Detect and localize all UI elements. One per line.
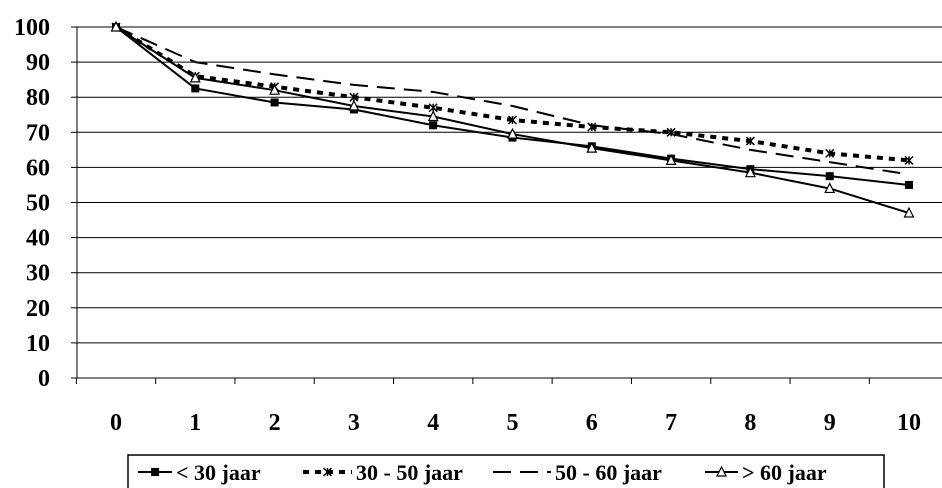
y-axis-ticks: 0 10 20 30 40 50 60 70 80 90 100 — [14, 15, 50, 392]
y-tick-label: 10 — [26, 331, 50, 357]
y-tick-label: 50 — [26, 191, 50, 217]
data-point-series-2 — [745, 136, 755, 146]
y-tick-label: 40 — [26, 226, 50, 252]
data-point-series-4 — [189, 71, 201, 83]
data-point-series-1 — [270, 98, 279, 107]
x-tick-label: 4 — [427, 410, 439, 436]
x-axis-ticks: 0 1 2 3 4 5 6 7 8 9 10 — [110, 410, 921, 436]
x-tick-label: 2 — [269, 410, 281, 436]
data-point-series-1 — [905, 180, 913, 189]
legend-label: < 30 jaar — [176, 460, 261, 485]
data-point-series-1 — [825, 172, 834, 181]
x-tick-label: 7 — [665, 410, 677, 436]
data-point-series-4 — [110, 20, 122, 32]
data-point-series-4 — [348, 99, 360, 111]
data-point-series-1 — [429, 121, 438, 130]
legend-label: > 60 jaar — [742, 460, 827, 485]
series-line-3 — [115, 26, 910, 176]
data-point-series-4 — [427, 110, 439, 122]
legend-marker — [716, 465, 727, 477]
data-point-series-4 — [665, 154, 677, 165]
x-tick-label: 9 — [824, 410, 836, 436]
y-tick-label: 20 — [26, 296, 50, 322]
data-point-series-4 — [507, 127, 518, 139]
series-markers — [110, 20, 915, 218]
data-point-series-4 — [824, 182, 836, 194]
data-point-series-2 — [666, 127, 676, 137]
legend: < 30 jaar 30 - 50 jaar 50 - 60 jaar > 60 ja… — [127, 454, 885, 488]
axes — [71, 26, 942, 384]
y-tick-label: 70 — [26, 120, 50, 146]
data-point-series-2 — [825, 148, 835, 158]
data-point-series-2 — [507, 115, 518, 125]
legend-marker — [151, 468, 159, 476]
legend-label: 50 - 60 jaar — [555, 460, 662, 485]
x-tick-label: 8 — [744, 410, 756, 436]
data-point-series-4 — [269, 83, 281, 95]
data-point-series-1 — [191, 84, 200, 93]
data-point-series-4 — [744, 166, 756, 178]
y-tick-label: 60 — [26, 155, 50, 181]
y-tick-label: 0 — [38, 366, 50, 392]
legend-marker — [322, 467, 333, 477]
x-tick-label: 0 — [110, 410, 122, 436]
x-tick-label: 6 — [586, 410, 598, 436]
data-point-series-4 — [903, 206, 915, 218]
x-tick-label: 1 — [189, 410, 201, 436]
data-point-series-4 — [586, 141, 598, 153]
x-tick-label: 10 — [897, 410, 921, 436]
data-point-series-2 — [587, 122, 597, 132]
x-tick-label: 5 — [507, 410, 519, 436]
data-point-series-2 — [904, 155, 914, 165]
y-tick-label: 30 — [26, 261, 50, 287]
legend-label: 30 - 50 jaar — [356, 460, 463, 485]
y-tick-label: 90 — [26, 50, 50, 76]
x-tick-label: 3 — [348, 410, 360, 436]
y-tick-label: 100 — [14, 15, 50, 41]
y-tick-label: 80 — [26, 85, 50, 111]
gridlines — [77, 26, 942, 344]
